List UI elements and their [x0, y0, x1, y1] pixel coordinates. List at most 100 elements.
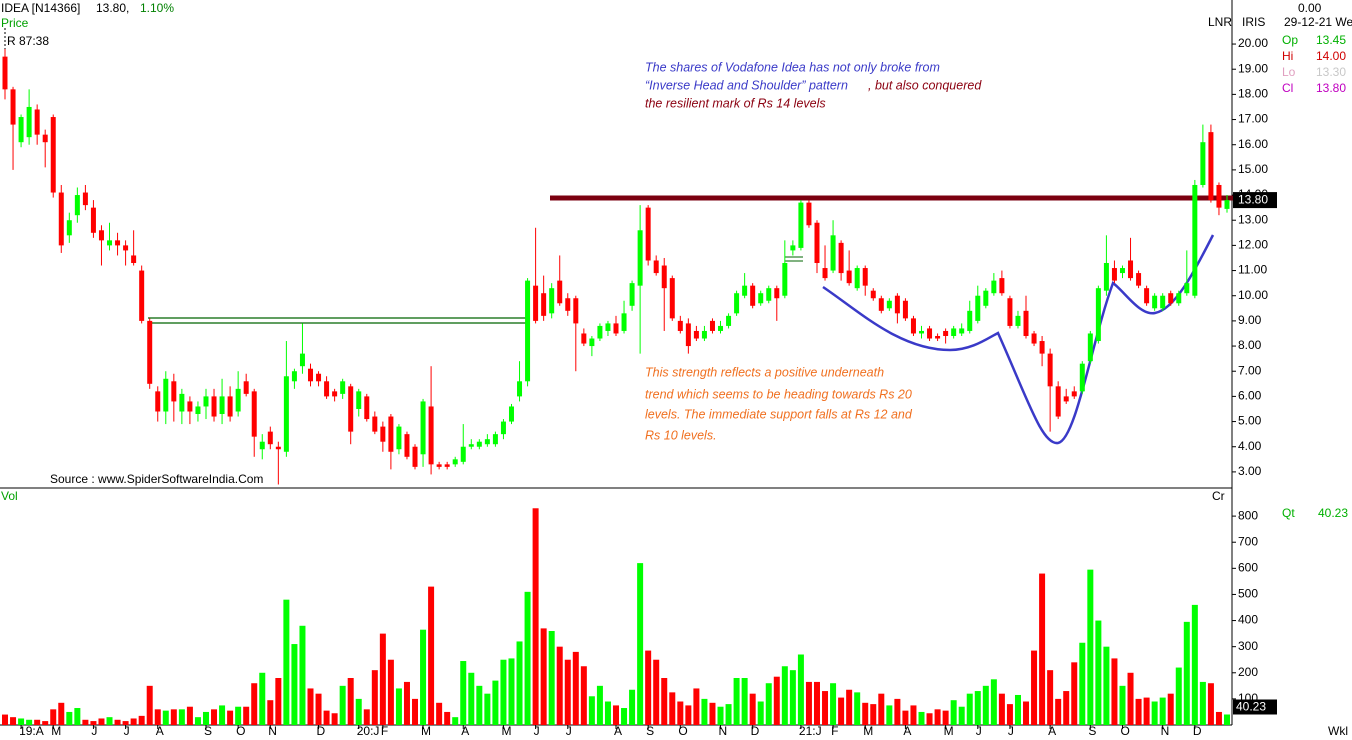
y-tick-label: 11.00 [1238, 263, 1267, 277]
volume-bar [178, 709, 185, 725]
period: Wkl [1328, 724, 1348, 738]
candle-body [902, 300, 908, 319]
x-tick-label: F [381, 724, 388, 738]
candle-body [107, 240, 113, 246]
zero: 0.00 [1298, 1, 1322, 15]
volume-bar [10, 717, 17, 725]
candle-body [709, 320, 715, 331]
candle-body [179, 393, 185, 412]
annotation: This strength reflects a positive undern… [645, 365, 884, 379]
candle-body [870, 290, 876, 299]
x-tick-label: S [1088, 724, 1096, 738]
y-tick-label: 20.00 [1238, 36, 1268, 50]
candle-body [259, 441, 265, 450]
y-tick-label: 13.00 [1238, 212, 1268, 226]
x-tick-label: 19:A [19, 724, 44, 738]
volume-bar [1103, 646, 1110, 725]
candle-body [10, 89, 16, 125]
volume-bar [1207, 683, 1214, 725]
volume-bar [82, 719, 89, 725]
candle-body [115, 240, 121, 246]
volume-bar [291, 644, 298, 725]
candle-body [830, 235, 836, 271]
volume-bar [452, 717, 459, 725]
candle-body [975, 295, 981, 321]
y-tick-label: 500 [1238, 587, 1258, 601]
candle-body [388, 416, 394, 452]
candle-body [846, 270, 852, 284]
volume-bar [532, 508, 539, 725]
candle-body [718, 325, 724, 331]
candle-body [613, 323, 619, 334]
volume-bar [974, 691, 981, 725]
volume-bar [90, 721, 97, 725]
x-tick-label: N [1161, 724, 1170, 738]
candle-body [460, 446, 466, 462]
candle-body [758, 293, 764, 304]
candle-body [910, 318, 916, 334]
volume-bar [492, 680, 499, 725]
info-value: 13.45 [1316, 33, 1346, 47]
x-tick-label: A [1048, 724, 1056, 738]
annotation: “Inverse Head and Shoulder” pattern [645, 78, 848, 92]
candle-body [1184, 283, 1190, 294]
candle-body [324, 381, 330, 397]
candle-body [356, 391, 362, 409]
x-tick-label: S [646, 724, 654, 738]
candle-body [235, 388, 241, 412]
candle-body [1111, 268, 1117, 281]
qt-value: 40.23 [1318, 506, 1348, 520]
volume-bar [315, 693, 322, 725]
y-tick-label: 700 [1238, 534, 1258, 548]
candle-body [1119, 268, 1125, 274]
candle-body [1152, 295, 1158, 309]
volume-bar [572, 651, 579, 725]
candle-body [74, 195, 80, 216]
volume-bar [379, 633, 386, 725]
iris: IRIS [1242, 15, 1265, 29]
volume-bar [34, 719, 41, 725]
volume-bar [1039, 573, 1046, 725]
date: 29-12-21 We [1284, 15, 1352, 29]
candle-body [1216, 184, 1222, 208]
volume-bar [387, 659, 394, 725]
volume-bar [1191, 604, 1198, 725]
lnr: LNR [1208, 15, 1232, 29]
annotation: trend which seems to be heading towards … [645, 387, 912, 401]
candle-body [90, 207, 96, 233]
annotation: Rs 10 levels. [645, 428, 717, 442]
candle-body [1208, 132, 1214, 201]
volume-bar [194, 717, 201, 725]
candle-body [1144, 288, 1150, 304]
x-tick-label: A [614, 724, 622, 738]
volume-bar [1159, 697, 1166, 725]
pattern-curve [822, 234, 1215, 445]
candle-body [750, 285, 756, 306]
candle-body [525, 280, 531, 382]
volume-bar [1006, 704, 1013, 725]
candle-body [517, 381, 523, 397]
candle-body [1063, 396, 1069, 402]
candle-body [227, 396, 233, 417]
annotation: , but also conquered [868, 78, 982, 92]
candle-body [34, 109, 40, 135]
volume-bar [958, 706, 965, 725]
x-tick-label: A [156, 724, 164, 738]
y-tick-label: 3.00 [1238, 464, 1262, 478]
candle-body [1071, 391, 1077, 397]
candle-body [372, 416, 378, 432]
candle-body [139, 270, 145, 321]
candle-body [742, 285, 748, 296]
candle-body [82, 192, 88, 206]
volume-bar [106, 717, 113, 725]
volume-bar [950, 700, 957, 725]
info-value: 14.00 [1316, 49, 1346, 63]
candle-body [26, 106, 32, 138]
candle-body [444, 464, 450, 467]
candle-body [58, 192, 64, 246]
volume-bar [645, 650, 652, 725]
volume-bar [395, 688, 402, 725]
candle-body [798, 202, 804, 248]
candle-body [766, 288, 772, 301]
